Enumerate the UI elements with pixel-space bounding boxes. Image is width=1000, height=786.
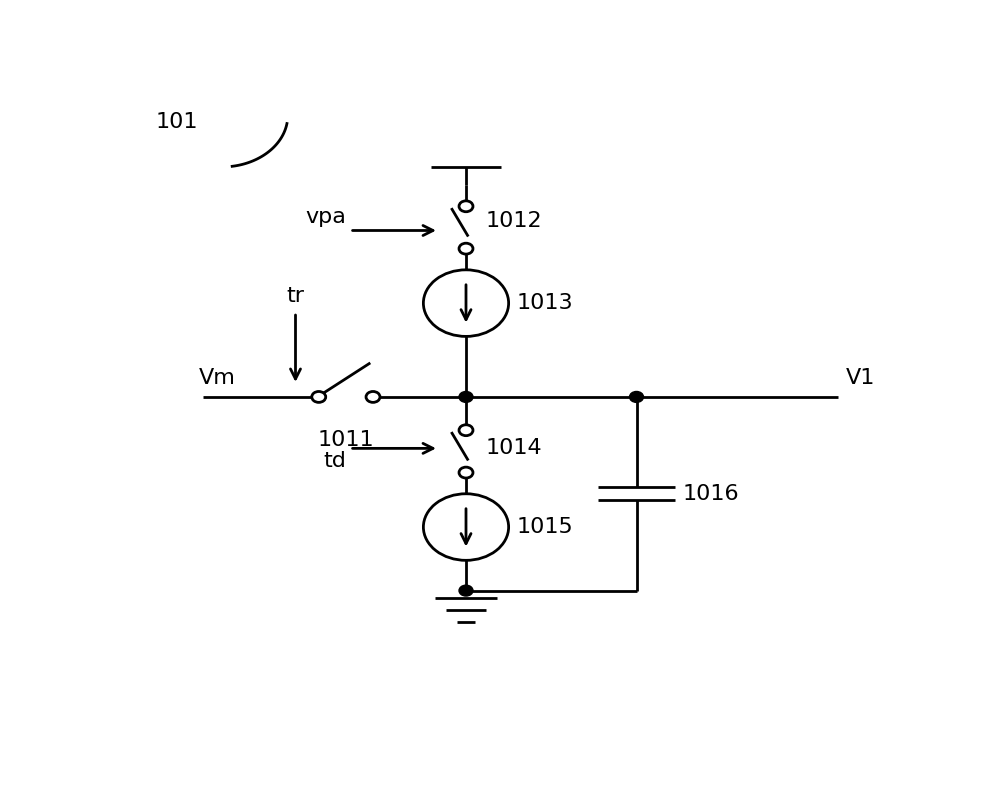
Text: td: td bbox=[323, 451, 346, 472]
Text: 1011: 1011 bbox=[318, 430, 374, 450]
Circle shape bbox=[312, 391, 326, 402]
Circle shape bbox=[459, 424, 473, 435]
Text: vpa: vpa bbox=[305, 208, 346, 227]
Circle shape bbox=[366, 391, 380, 402]
Text: Vm: Vm bbox=[199, 368, 236, 387]
Text: 101: 101 bbox=[156, 112, 198, 133]
Circle shape bbox=[423, 494, 509, 560]
Text: V1: V1 bbox=[846, 368, 875, 387]
Circle shape bbox=[459, 585, 473, 596]
Text: 1013: 1013 bbox=[516, 293, 573, 313]
Text: 1014: 1014 bbox=[485, 439, 542, 458]
Circle shape bbox=[459, 391, 473, 402]
Circle shape bbox=[630, 391, 643, 402]
Circle shape bbox=[459, 467, 473, 478]
Text: tr: tr bbox=[287, 286, 304, 307]
Circle shape bbox=[423, 270, 509, 336]
Circle shape bbox=[459, 243, 473, 254]
Text: 1015: 1015 bbox=[516, 517, 573, 537]
Circle shape bbox=[459, 201, 473, 211]
Text: 1012: 1012 bbox=[485, 211, 542, 231]
Text: 1016: 1016 bbox=[683, 483, 740, 504]
